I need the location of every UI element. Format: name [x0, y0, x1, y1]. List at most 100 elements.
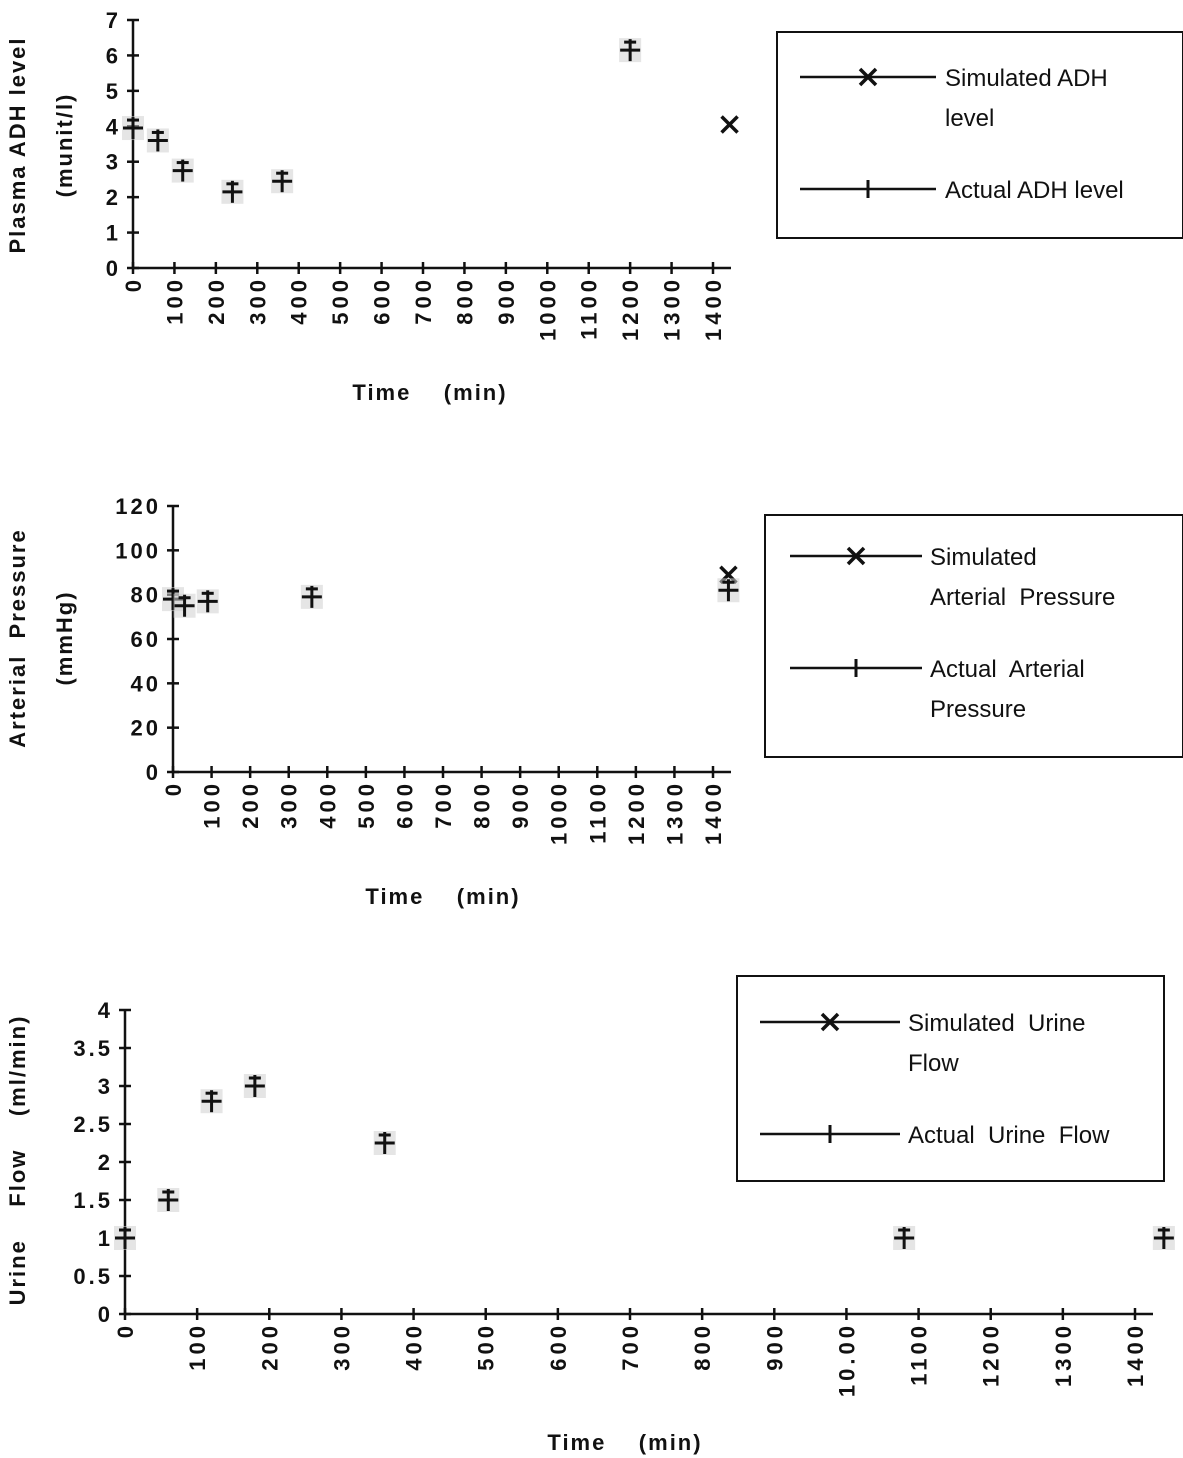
- chart-1: 0 1 2 3 4 5 6 7 0 100 200 300 400 500 600 700 800 900 1000…: [5, 8, 1183, 405]
- x-tick-label: 500: [354, 780, 379, 829]
- y-tick-label: 4: [98, 998, 113, 1023]
- x-tick-label: 0: [161, 780, 186, 796]
- x-tick-label: 0: [121, 276, 146, 292]
- x-tick-label: 1400: [701, 780, 726, 845]
- x-tick-label: 600: [546, 1322, 571, 1371]
- legend-label: Simulated: [930, 544, 1037, 571]
- x-tick-label: 400: [287, 276, 312, 325]
- legend-x-icon-b: [846, 546, 866, 566]
- legend-label: Pressure: [930, 696, 1026, 723]
- y-tick-label: 0: [106, 256, 121, 281]
- legend: Simulated Urine Flow Actual Urine Flow: [736, 975, 1165, 1182]
- x-tick-label: 800: [470, 780, 495, 829]
- legend: Simulated Arterial Pressure Actual Arteria…: [764, 514, 1183, 758]
- x-tick-label: 1000: [547, 780, 572, 845]
- x-tick-label: 1300: [1051, 1322, 1076, 1387]
- x-tick-label: 1100: [577, 276, 602, 340]
- x-tick-label: 100: [185, 1322, 210, 1371]
- x-tick-label: 200: [257, 1322, 282, 1371]
- x-tick-label: 1100: [585, 780, 610, 844]
- x-tick-label: 300: [245, 276, 270, 325]
- x-tick-label: 900: [494, 276, 519, 325]
- legend-label: Flow: [908, 1050, 959, 1077]
- x-tick-label: 1200: [624, 780, 649, 845]
- x-tick-label: 600: [392, 780, 417, 829]
- y-axis-title: (munit/l): [52, 93, 77, 198]
- x-axis-title: Time (min): [547, 1430, 702, 1455]
- x-tick-label: 10.00: [834, 1322, 859, 1397]
- y-tick-label: 100: [115, 538, 161, 563]
- chart-3: 0 0.5 1 1.5 2 2.5 3 3.5 4 0 100 200 300 400 500 600 700 8…: [5, 975, 1175, 1455]
- x-axis-title: Time (min): [365, 884, 520, 909]
- y-tick-label: 3: [106, 150, 121, 175]
- legend-box: [776, 31, 1183, 239]
- x-tick-label: 1300: [660, 276, 685, 341]
- x-tick-label: 100: [162, 276, 187, 325]
- y-tick-label: 80: [131, 583, 161, 608]
- y-tick-label: 3.5: [73, 1036, 113, 1061]
- y-tick-label: 5: [106, 79, 121, 104]
- x-tick-label: 1400: [701, 276, 726, 341]
- y-axis-title: Plasma ADH level: [5, 36, 30, 253]
- x-tick-label: 400: [315, 780, 340, 829]
- legend-label: Actual Arterial: [930, 656, 1085, 683]
- y-tick-label: 1: [98, 1226, 113, 1251]
- legend: Simulated ADH level Actual ADH level: [776, 31, 1183, 239]
- legend-label: Simulated ADH: [945, 65, 1108, 92]
- y-tick-label: 4: [106, 114, 121, 139]
- x-tick-label: 0: [113, 1322, 138, 1338]
- x-tick-label: 900: [762, 1322, 787, 1371]
- x-tick-label: 300: [277, 780, 302, 829]
- x-tick-label: 1200: [618, 276, 643, 341]
- x-tick-label: 200: [204, 276, 229, 325]
- y-tick-label: 7: [106, 8, 121, 33]
- y-tick-label: 6: [106, 43, 121, 68]
- x-tick-label: 900: [508, 780, 533, 829]
- y-tick-label: 1.5: [73, 1188, 113, 1213]
- y-tick-label: 2: [98, 1150, 113, 1175]
- y-tick-label: 40: [131, 671, 161, 696]
- y-axis-title: (mmHg): [52, 590, 77, 685]
- x-tick-label: 200: [238, 780, 263, 829]
- x-tick-label: 100: [200, 780, 225, 829]
- data-point-simulated-b: [720, 115, 739, 134]
- x-tick-label: 300: [329, 1322, 354, 1371]
- y-axis-title: Arterial Pressure: [5, 528, 30, 747]
- x-tick-label: 700: [411, 276, 436, 325]
- x-tick-label: 1300: [662, 780, 687, 845]
- legend-label: Actual ADH level: [945, 177, 1124, 204]
- y-tick-label: 2: [106, 185, 121, 210]
- x-tick-label: 600: [370, 276, 395, 325]
- legend-x-icon-b: [858, 67, 878, 87]
- y-tick-label: 120: [115, 494, 161, 519]
- x-tick-label: 700: [618, 1322, 643, 1371]
- y-tick-label: 20: [131, 716, 161, 741]
- legend-label: Simulated Urine: [908, 1010, 1085, 1037]
- y-tick-label: 2.5: [73, 1112, 113, 1137]
- y-tick-label: 60: [131, 627, 161, 652]
- x-tick-label: 500: [328, 276, 353, 325]
- legend-label: Arterial Pressure: [930, 584, 1115, 611]
- y-axis-title: Urine Flow (ml/min): [5, 1015, 30, 1306]
- y-tick-label: 0.5: [73, 1264, 113, 1289]
- legend-x-icon-b: [820, 1012, 840, 1032]
- x-tick-label: 1000: [535, 276, 560, 341]
- x-tick-label: 1200: [979, 1322, 1004, 1387]
- y-tick-label: 1: [106, 221, 121, 246]
- legend-label: level: [945, 105, 994, 132]
- x-tick-label: 1400: [1123, 1322, 1148, 1387]
- x-axis-title: Time (min): [352, 380, 507, 405]
- y-tick-label: 3: [98, 1074, 113, 1099]
- y-tick-label: 0: [146, 760, 161, 785]
- legend-box: [736, 975, 1165, 1182]
- x-tick-label: 500: [474, 1322, 499, 1371]
- x-tick-label: 700: [431, 780, 456, 829]
- x-tick-label: 800: [690, 1322, 715, 1371]
- x-tick-label: 1100: [907, 1322, 932, 1386]
- x-tick-label: 800: [452, 276, 477, 325]
- legend-label: Actual Urine Flow: [908, 1122, 1110, 1149]
- x-tick-label: 400: [402, 1322, 427, 1371]
- y-tick-label: 0: [98, 1302, 113, 1327]
